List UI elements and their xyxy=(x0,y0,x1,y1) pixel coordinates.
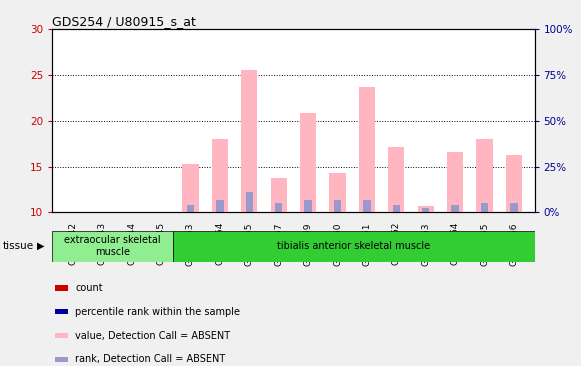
Bar xyxy=(481,203,488,212)
Bar xyxy=(300,113,316,212)
Bar xyxy=(182,164,199,212)
Bar xyxy=(510,203,518,212)
Bar xyxy=(393,205,400,212)
Bar xyxy=(246,192,253,212)
Bar xyxy=(187,205,194,212)
Text: tissue: tissue xyxy=(3,241,34,251)
Text: rank, Detection Call = ABSENT: rank, Detection Call = ABSENT xyxy=(76,354,225,364)
Text: GDS254 / U80915_s_at: GDS254 / U80915_s_at xyxy=(52,15,196,28)
Text: value, Detection Call = ABSENT: value, Detection Call = ABSENT xyxy=(76,330,231,340)
Bar xyxy=(388,147,404,212)
Bar xyxy=(241,71,257,212)
Text: tibialis anterior skeletal muscle: tibialis anterior skeletal muscle xyxy=(277,241,431,251)
Text: count: count xyxy=(76,283,103,293)
Text: extraocular skeletal
muscle: extraocular skeletal muscle xyxy=(64,235,161,257)
Bar xyxy=(363,201,371,212)
Bar xyxy=(275,203,282,212)
Bar xyxy=(55,285,68,291)
Bar xyxy=(418,206,434,212)
Bar xyxy=(55,309,68,314)
Bar xyxy=(216,201,224,212)
Bar xyxy=(359,87,375,212)
Bar xyxy=(329,173,346,212)
Bar xyxy=(506,154,522,212)
Text: percentile rank within the sample: percentile rank within the sample xyxy=(76,307,241,317)
Text: ▶: ▶ xyxy=(37,241,44,251)
Bar xyxy=(173,231,535,262)
Bar xyxy=(271,178,287,212)
Bar xyxy=(52,231,173,262)
Bar xyxy=(55,333,68,338)
Bar xyxy=(334,201,341,212)
Bar xyxy=(212,139,228,212)
Bar xyxy=(447,152,463,212)
Bar xyxy=(55,357,68,362)
Bar xyxy=(422,208,429,212)
Bar xyxy=(451,205,459,212)
Bar xyxy=(476,139,493,212)
Bar xyxy=(304,201,312,212)
